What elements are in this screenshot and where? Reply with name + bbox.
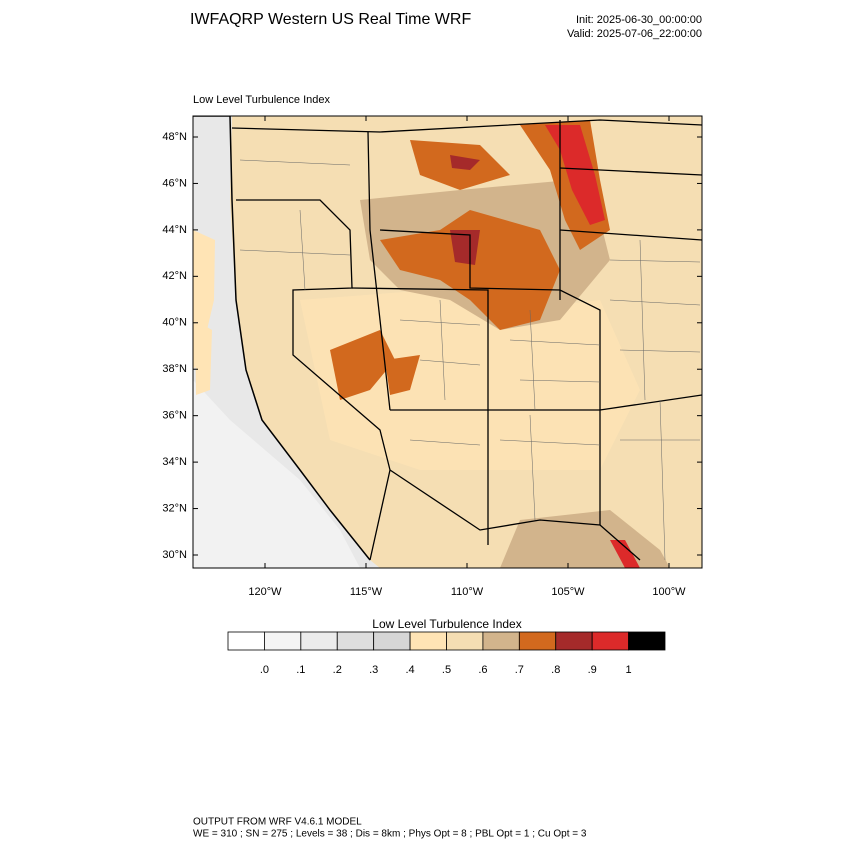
colorbar-label: .1 bbox=[296, 664, 305, 676]
colorbar-label: .3 bbox=[369, 664, 378, 676]
colorbar-box bbox=[409, 631, 447, 651]
lat-tick-label: 38°N bbox=[162, 363, 187, 375]
very-high-area-wy bbox=[450, 155, 480, 265]
colorbar-label: 1 bbox=[626, 664, 632, 676]
lon-tick-label: 115°W bbox=[350, 586, 383, 598]
lat-tick-label: 40°N bbox=[162, 317, 187, 329]
map-frame bbox=[192, 115, 703, 569]
state-borders bbox=[231, 119, 702, 561]
map bbox=[192, 115, 703, 569]
lat-tick-label: 46°N bbox=[162, 177, 187, 189]
lat-tick-label: 34°N bbox=[162, 456, 187, 468]
lon-tick-label: 105°W bbox=[551, 586, 585, 598]
init-time: Init: 2025-06-30_00:00:00 bbox=[576, 14, 702, 26]
ocean-patch bbox=[193, 230, 215, 395]
colorbar-box bbox=[264, 631, 302, 651]
colorbar-box bbox=[482, 631, 520, 651]
colorbar-label: .9 bbox=[588, 664, 597, 676]
colorbar-label: .2 bbox=[333, 664, 342, 676]
low-index-area bbox=[300, 290, 640, 470]
colorbar-box bbox=[518, 631, 557, 651]
lon-tick-label: 100°W bbox=[652, 586, 686, 598]
lon-tick-label: 110°W bbox=[451, 586, 484, 598]
colorbar-label: .5 bbox=[442, 664, 451, 676]
colorbar-box bbox=[591, 631, 629, 651]
lat-tick-label: 44°N bbox=[162, 224, 187, 236]
lat-tick-label: 42°N bbox=[162, 270, 187, 282]
colorbar-label: .4 bbox=[405, 664, 414, 676]
footer-line: OUTPUT FROM WRF V4.6.1 MODEL bbox=[193, 817, 362, 828]
colorbar-label: .0 bbox=[260, 664, 269, 676]
colorbar-box bbox=[555, 631, 593, 651]
colorbar-label: .8 bbox=[551, 664, 560, 676]
lat-tick-label: 32°N bbox=[162, 502, 187, 514]
lon-tick-label: 120°W bbox=[248, 586, 282, 598]
lat-tick-label: 36°N bbox=[162, 410, 187, 422]
colorbar-box bbox=[227, 631, 265, 651]
colorbar-label: .7 bbox=[515, 664, 524, 676]
colorbar-box bbox=[300, 631, 338, 651]
ocean-light bbox=[193, 380, 360, 568]
lat-tick-label: 48°N bbox=[162, 131, 187, 143]
lat-tick-label: 30°N bbox=[162, 549, 187, 561]
county-borders bbox=[239, 159, 701, 561]
colorbar-box bbox=[336, 631, 375, 651]
colorbar-box bbox=[373, 631, 411, 651]
high-area-nevada bbox=[330, 330, 420, 400]
very-high-area-tx bbox=[610, 540, 640, 568]
valid-time: Valid: 2025-07-06_22:00:00 bbox=[567, 28, 702, 40]
footer-line: WE = 310 ; SN = 275 ; Levels = 38 ; Dis … bbox=[193, 829, 587, 840]
colorbar-title: Low Level Turbulence Index bbox=[372, 617, 521, 631]
colorbar-box bbox=[628, 631, 666, 651]
map-title: Low Level Turbulence Index bbox=[193, 94, 330, 106]
colorbar-box bbox=[446, 631, 484, 651]
colorbar-label: .6 bbox=[478, 664, 487, 676]
page-title: IWFAQRP Western US Real Time WRF bbox=[190, 11, 471, 28]
coastline bbox=[193, 116, 371, 561]
